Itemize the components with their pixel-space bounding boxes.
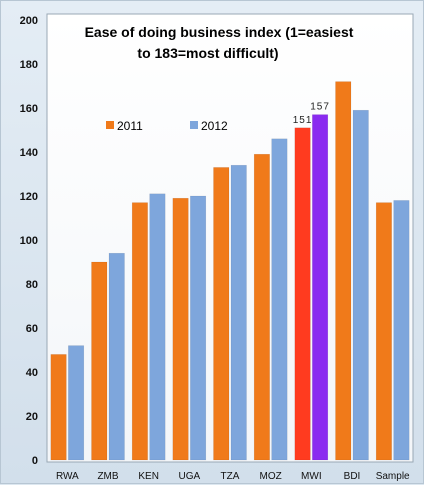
y-tick-label: 200: [20, 15, 38, 27]
bar-uga-2011: [172, 197, 189, 461]
bar-zmb-2012: [108, 252, 125, 461]
legend-label-2012: 2012: [201, 119, 228, 133]
y-tick-label: 0: [32, 455, 38, 467]
legend-swatch-2011: [106, 121, 114, 129]
chart-title-line2: to 183=most difficult): [137, 45, 278, 61]
y-tick-label: 120: [20, 191, 38, 203]
data-label: 157: [310, 102, 330, 113]
x-tick-label: TZA: [221, 471, 240, 482]
x-tick-label: KEN: [138, 471, 159, 482]
y-tick-label: 160: [20, 103, 38, 115]
y-tick-label: 80: [26, 279, 38, 291]
x-tick-label: UGA: [178, 471, 200, 482]
x-tick-label: ZMB: [97, 471, 118, 482]
plot-area: [46, 13, 414, 463]
y-tick-label: 180: [20, 59, 38, 71]
bar-uga-2012: [190, 195, 207, 461]
bar-sample-2011: [375, 202, 392, 461]
bar-moz-2012: [271, 138, 288, 461]
chart-title-line1: Ease of doing business index (1=easiest: [85, 24, 354, 40]
x-tick-label: MOZ: [260, 471, 282, 482]
bar-ken-2012: [149, 193, 166, 461]
bar-rwa-2011: [50, 354, 67, 461]
bar-bdi-2012: [352, 109, 369, 461]
bars: [50, 81, 410, 461]
x-tick-label: RWA: [56, 471, 79, 482]
x-tick-label: MWI: [301, 471, 322, 482]
x-axis: RWA ZMB KEN UGA TZA MOZ MWI BDI Sample: [56, 471, 410, 482]
bar-moz-2011: [253, 153, 270, 461]
legend: 2011 2012: [106, 119, 228, 133]
bar-sample-2012: [393, 200, 410, 461]
bar-tza-2012: [230, 164, 247, 461]
y-tick-label: 140: [20, 147, 38, 159]
bar-tza-2011: [213, 167, 230, 461]
y-tick-label: 20: [26, 411, 38, 423]
y-tick-label: 40: [26, 367, 38, 379]
x-tick-label: Sample: [376, 471, 410, 482]
bar-bdi-2011: [335, 81, 352, 461]
bar-mwi-2011: [294, 127, 311, 461]
bar-ken-2011: [131, 202, 148, 461]
legend-label-2011: 2011: [117, 119, 143, 133]
bar-mwi-2012: [312, 114, 329, 461]
bar-rwa-2012: [68, 345, 85, 461]
y-tick-label: 100: [20, 235, 38, 247]
y-axis: 0 20 40 60 80 100 120 140 160 180 200: [20, 15, 38, 467]
x-tick-label: BDI: [344, 471, 361, 482]
data-label: 151: [293, 115, 313, 126]
legend-swatch-2012: [190, 121, 198, 129]
bar-zmb-2011: [91, 261, 108, 461]
y-tick-label: 60: [26, 323, 38, 335]
